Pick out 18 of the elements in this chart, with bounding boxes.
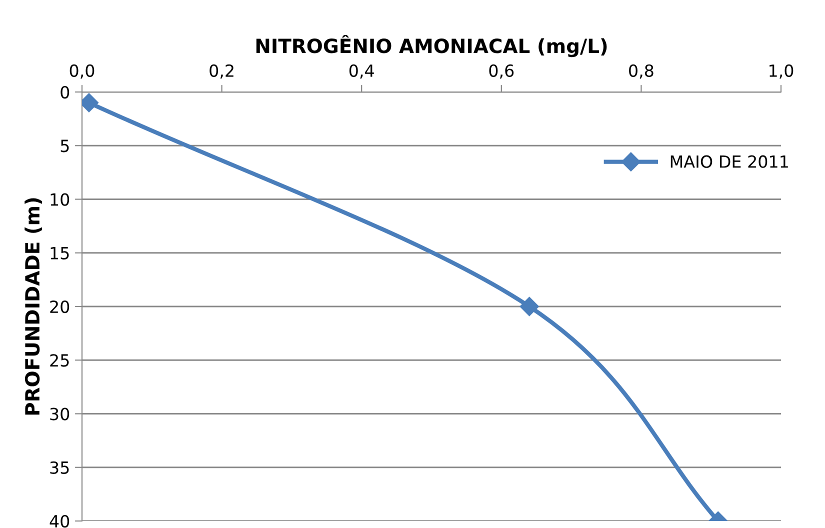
y-tick-label: 35 [50, 461, 69, 474]
y-tick-label: 15 [50, 247, 69, 260]
x-axis-title: NITROGÊNIO AMONIACAL (mg/L) [256, 34, 607, 58]
x-tick-label: 1,0 [770, 64, 794, 79]
y-tick-label: 5 [60, 140, 69, 152]
x-tick-label: 0,4 [349, 64, 374, 79]
y-tick-label: 40 [50, 514, 70, 528]
legend-label: MAIO DE 2011 [670, 155, 788, 168]
x-tick-label: 0,2 [210, 64, 234, 79]
y-tick-label: 0 [60, 86, 70, 99]
y-axis-title: PROFUNDIDADE (m) [24, 198, 42, 415]
x-tick-label: 0,0 [70, 64, 94, 79]
y-tick-label: 30 [50, 408, 70, 420]
y-tick-label: 10 [50, 193, 70, 206]
x-tick-label: 0,6 [489, 64, 514, 79]
x-tick-label: 0,8 [629, 64, 654, 79]
y-tick-label: 20 [50, 300, 70, 314]
y-tick-label: 25 [50, 354, 69, 367]
